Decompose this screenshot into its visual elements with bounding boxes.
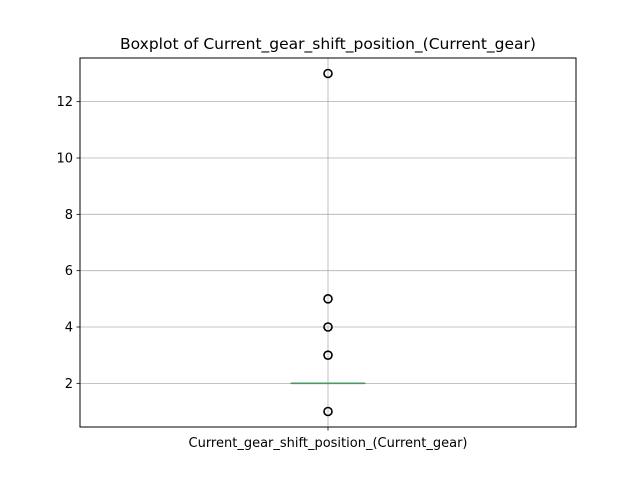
outlier-point [323,350,333,360]
y-tick-label: 12 [56,95,73,110]
outlier-point [323,406,333,417]
x-tick-label: Current_gear_shift_position_(Current_gea… [189,436,468,451]
y-tick-label: 8 [65,208,73,223]
chart-title: Boxplot of Current_gear_shift_position_(… [120,35,536,54]
y-tick-label: 4 [65,321,73,336]
y-tick-label: 2 [65,377,73,392]
outlier-point [323,294,333,304]
y-tick-label: 10 [56,151,73,166]
outlier-point [323,322,333,332]
axis-layer: 2 4 6 8 10 12 Current_gear_shift_position_(Cur… [56,95,467,451]
plot-layer [290,68,366,417]
y-tick-label: 6 [65,264,73,279]
grid-layer [80,58,576,427]
outlier-point [323,68,333,79]
